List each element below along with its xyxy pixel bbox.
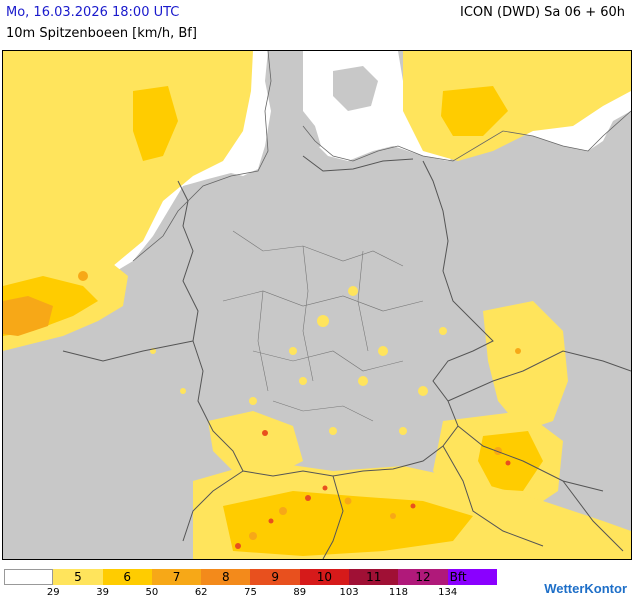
gust-spots-moderate — [78, 271, 521, 540]
model-run-label: ICON (DWD) Sa 06 + 60h — [460, 5, 625, 20]
legend-tick: 50 — [145, 587, 159, 598]
legend-swatch-12: 12 — [398, 569, 448, 585]
gust-area-core — [3, 296, 53, 336]
gust-area-east — [483, 301, 568, 431]
coastline — [132, 51, 631, 262]
legend-swatch-Bft: Bft — [447, 569, 497, 585]
legend-tick: 39 — [96, 587, 109, 598]
legend-swatch-11: 11 — [349, 569, 399, 585]
gust-area-north-sea — [3, 51, 253, 296]
legend-swatch-8: 8 — [201, 569, 251, 585]
legend-tick: 134 — [438, 587, 458, 598]
denmark-land — [278, 51, 321, 161]
country-borders — [62, 155, 631, 559]
legend-ticks: 29 39 50 62 75 89 103 118 134 — [4, 587, 504, 599]
legend-tick: 62 — [194, 587, 208, 598]
gust-area-southwest — [208, 411, 303, 476]
parameter-label: 10m Spitzenboeen [km/h, Bf] — [6, 26, 197, 41]
legend-tick: 29 — [46, 587, 60, 598]
legend-swatch-5: 5 — [53, 569, 103, 585]
gust-area-north-sea-inner — [133, 86, 178, 161]
brand-logo: WetterKontor — [544, 581, 627, 596]
legend-tick: 89 — [293, 587, 307, 598]
legend-swatch-9: 9 — [250, 569, 300, 585]
color-legend: 5 6 7 8 9 10 11 12 Bft — [4, 569, 497, 585]
legend-swatch-6: 6 — [102, 569, 152, 585]
legend-swatch-10: 10 — [299, 569, 350, 585]
gust-spots-strong — [235, 430, 511, 549]
legend-tick: 118 — [388, 587, 408, 598]
danish-island — [333, 66, 378, 111]
gust-map — [2, 50, 632, 560]
gust-area-alps-inner — [223, 491, 473, 556]
legend-tick: 103 — [339, 587, 359, 598]
map-canvas — [3, 51, 631, 559]
gust-area-baltic-inner — [441, 86, 508, 136]
legend-swatch-7: 7 — [151, 569, 202, 585]
state-borders — [222, 230, 424, 422]
forecast-datetime: Mo, 16.03.2026 18:00 UTC — [6, 5, 180, 20]
legend-tick: 75 — [244, 587, 257, 598]
gust-spots-scattered — [150, 286, 447, 435]
gust-area-southeast-core — [478, 431, 543, 491]
legend-swatch-calm — [4, 569, 54, 585]
